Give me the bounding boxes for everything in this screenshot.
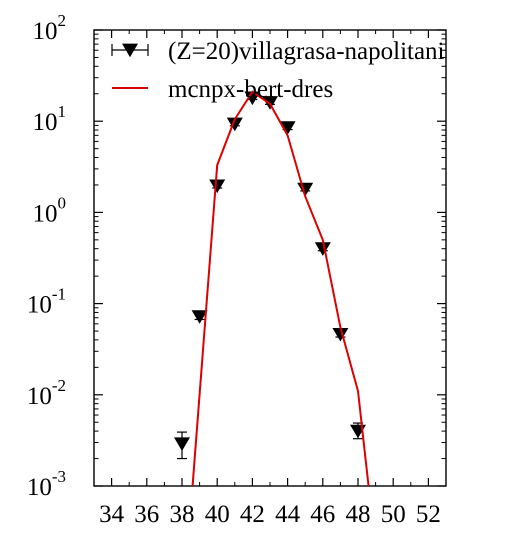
plot-area (174, 90, 370, 486)
legend: (Z=20)villagrasa-napolitani mcnpx-bert-dr… (111, 38, 445, 103)
y-tick-label: 10-2 (27, 376, 66, 410)
x-tick-label: 38 (170, 501, 195, 528)
series-line-1 (191, 90, 370, 486)
triangle-down-marker (209, 179, 226, 194)
y-tick-label: 10-1 (27, 285, 66, 319)
legend-triangle-marker (122, 43, 138, 58)
x-tick-label: 42 (240, 501, 265, 528)
x-tick-label: 34 (99, 501, 125, 528)
y-tick-label: 102 (33, 11, 67, 45)
y-tick-label: 10-3 (27, 467, 66, 501)
data-point (226, 117, 243, 132)
triangle-down-marker (332, 327, 349, 342)
triangle-down-marker (191, 310, 208, 324)
triangle-down-marker (297, 182, 314, 197)
data-point (279, 121, 296, 135)
x-tick-label: 40 (205, 501, 230, 528)
x-tick-label: 48 (346, 501, 371, 528)
data-point (174, 431, 190, 460)
legend-label: mcnpx-bert-dres (168, 76, 333, 103)
triangle-down-marker (279, 121, 296, 135)
data-point (191, 310, 208, 324)
y-tick-label: 101 (33, 102, 67, 136)
x-tick-label: 50 (381, 501, 406, 528)
x-tick-label: 46 (310, 501, 335, 528)
x-axis: 34 36 38 40 42 44 46 48 50 52 (93, 30, 447, 528)
y-axis: 10-3 10-2 10-1 100 101 102 (27, 11, 446, 501)
data-point (297, 182, 314, 197)
y-tick-label: 100 (33, 193, 67, 227)
triangle-down-marker (174, 437, 190, 452)
x-tick-label: 36 (134, 501, 159, 528)
data-point (314, 242, 331, 256)
data-point (209, 179, 226, 194)
x-tick-label: 52 (416, 501, 441, 528)
triangle-down-marker (314, 242, 331, 256)
x-tick-label: 44 (275, 501, 301, 528)
legend-label: (Z=20)villagrasa-napolitani (168, 38, 445, 65)
triangle-down-marker (226, 117, 243, 132)
